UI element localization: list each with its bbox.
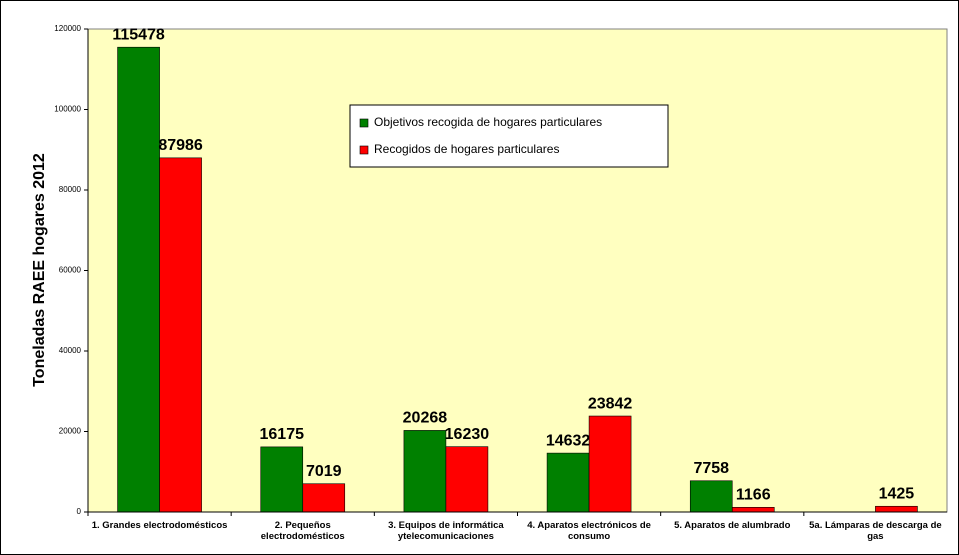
bar bbox=[445, 446, 489, 513]
legend-swatch bbox=[359, 118, 369, 128]
legend-swatch bbox=[359, 145, 369, 155]
y-tick-label: 0 bbox=[77, 507, 82, 516]
bar bbox=[302, 483, 346, 513]
bar bbox=[260, 446, 304, 513]
bar bbox=[546, 452, 590, 513]
plot-area bbox=[87, 28, 948, 513]
legend-label: Objetivos recogida de hogares particular… bbox=[374, 115, 602, 129]
y-tick-label: 60000 bbox=[59, 266, 82, 275]
x-tick-label: 5a. Lámparas de descarga de gas bbox=[809, 520, 942, 542]
y-tick-label: 100000 bbox=[54, 105, 81, 114]
x-tick-label: 1. Grandes electrodomésticos bbox=[91, 520, 228, 531]
x-tick-label: 3. Equipos de informática ytelecomunicac… bbox=[388, 520, 504, 542]
legend-label: Recogidos de hogares particulares bbox=[374, 142, 559, 156]
bar bbox=[689, 480, 733, 513]
bar bbox=[875, 505, 918, 513]
bar bbox=[159, 157, 202, 513]
bar bbox=[588, 415, 632, 513]
legend-box bbox=[349, 104, 669, 168]
data-label: 1166 bbox=[736, 487, 771, 504]
data-label: 1425 bbox=[879, 485, 915, 502]
data-label: 16175 bbox=[260, 426, 305, 443]
data-label: 115478 bbox=[112, 26, 165, 43]
data-label: 7019 bbox=[306, 463, 342, 480]
data-label: 20268 bbox=[403, 410, 448, 427]
y-tick-label: 40000 bbox=[59, 346, 82, 355]
data-label: 16230 bbox=[445, 426, 490, 443]
y-tick-label: 80000 bbox=[59, 185, 82, 194]
bar bbox=[117, 46, 160, 513]
y-axis-label: Toneladas RAEE hogares 2012 bbox=[31, 153, 48, 387]
x-tick-label: 5. Aparatos de alumbrado bbox=[674, 520, 791, 531]
bar bbox=[403, 430, 447, 513]
bar bbox=[731, 507, 775, 513]
data-label: 14632 bbox=[546, 432, 591, 449]
data-label: 87986 bbox=[158, 137, 203, 154]
data-label: 7758 bbox=[693, 460, 729, 477]
x-tick-label: 4. Aparatos electrónicos de consumo bbox=[527, 520, 651, 542]
data-label: 23842 bbox=[588, 395, 633, 412]
y-tick-label: 20000 bbox=[59, 427, 82, 436]
y-tick-label: 120000 bbox=[54, 24, 81, 33]
x-tick-label: 2. Pequeños electrodomésticos bbox=[260, 520, 345, 542]
